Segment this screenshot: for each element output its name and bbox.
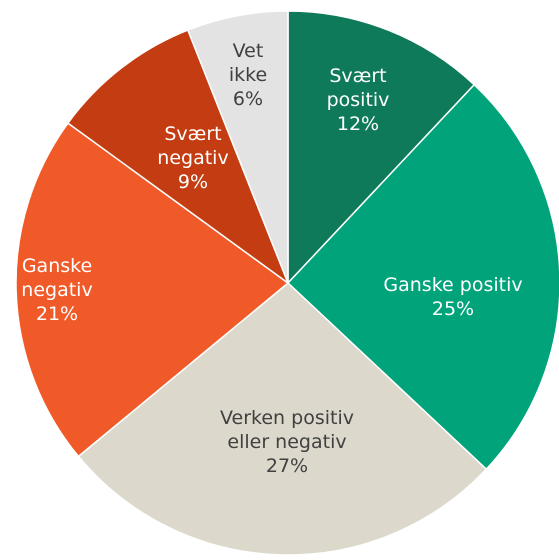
value-label: 6% bbox=[232, 88, 264, 110]
slice-label: Vet ikke 6% bbox=[223, 39, 273, 111]
slice-label: Svært positiv 12% bbox=[313, 64, 403, 136]
category-label: Svært negativ bbox=[157, 123, 229, 169]
category-label: Ganske positiv bbox=[383, 274, 523, 296]
category-label: Vet ikke bbox=[228, 40, 268, 86]
category-label: Ganske negativ bbox=[21, 255, 93, 301]
category-label: Verken positiv eller negativ bbox=[220, 407, 354, 453]
pie-slice bbox=[186, 10, 289, 284]
slice-label: Verken positiv eller negativ 27% bbox=[202, 406, 372, 478]
pie-slice bbox=[287, 10, 476, 285]
value-label: 21% bbox=[35, 303, 79, 325]
value-label: 25% bbox=[431, 298, 475, 320]
value-label: 27% bbox=[265, 455, 309, 477]
pie-slice bbox=[66, 29, 290, 286]
value-label: 9% bbox=[177, 171, 209, 193]
pie-slice bbox=[286, 83, 559, 471]
pie-slice bbox=[77, 282, 488, 556]
category-label: Svært positiv bbox=[326, 65, 390, 111]
value-label: 12% bbox=[336, 113, 380, 135]
slice-label: Ganske negativ 21% bbox=[12, 254, 102, 326]
slice-label: Svært negativ 9% bbox=[148, 122, 238, 194]
pie-slice bbox=[15, 122, 290, 458]
slice-label: Ganske positiv 25% bbox=[348, 273, 558, 321]
